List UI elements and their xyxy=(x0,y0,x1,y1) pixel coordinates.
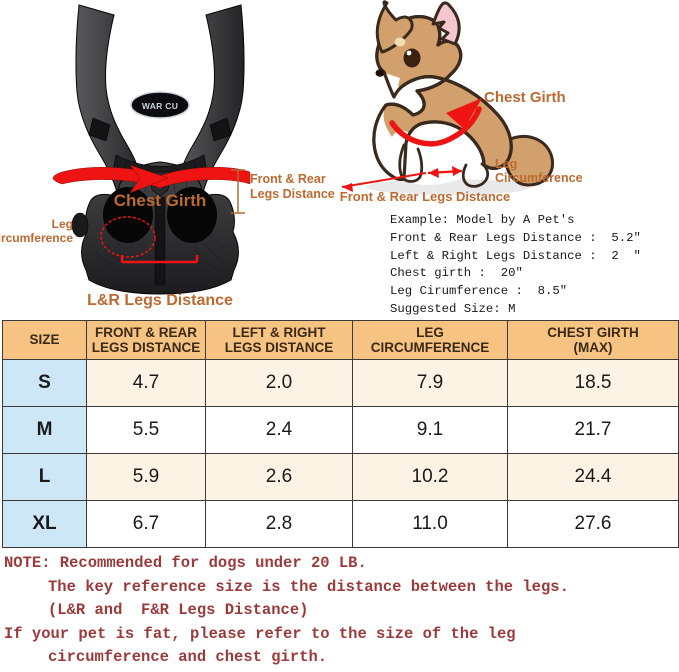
svg-text:Chest Girth: Chest Girth xyxy=(114,191,207,210)
svg-text:Circumference: Circumference xyxy=(0,231,73,245)
svg-text:Leg: Leg xyxy=(495,157,517,171)
svg-text:Front & Rear Legs Distance: Front & Rear Legs Distance xyxy=(340,189,511,204)
svg-text:WAR CU: WAR CU xyxy=(142,101,178,111)
svg-text:L&R Legs Distance: L&R Legs Distance xyxy=(87,292,233,309)
svg-text:Leg: Leg xyxy=(52,217,73,231)
svg-text:Front & Rear: Front & Rear xyxy=(250,172,326,186)
svg-text:Legs Distance: Legs Distance xyxy=(250,187,335,201)
svg-text:Circumference: Circumference xyxy=(495,171,583,185)
svg-text:Chest Girth: Chest Girth xyxy=(484,89,566,106)
